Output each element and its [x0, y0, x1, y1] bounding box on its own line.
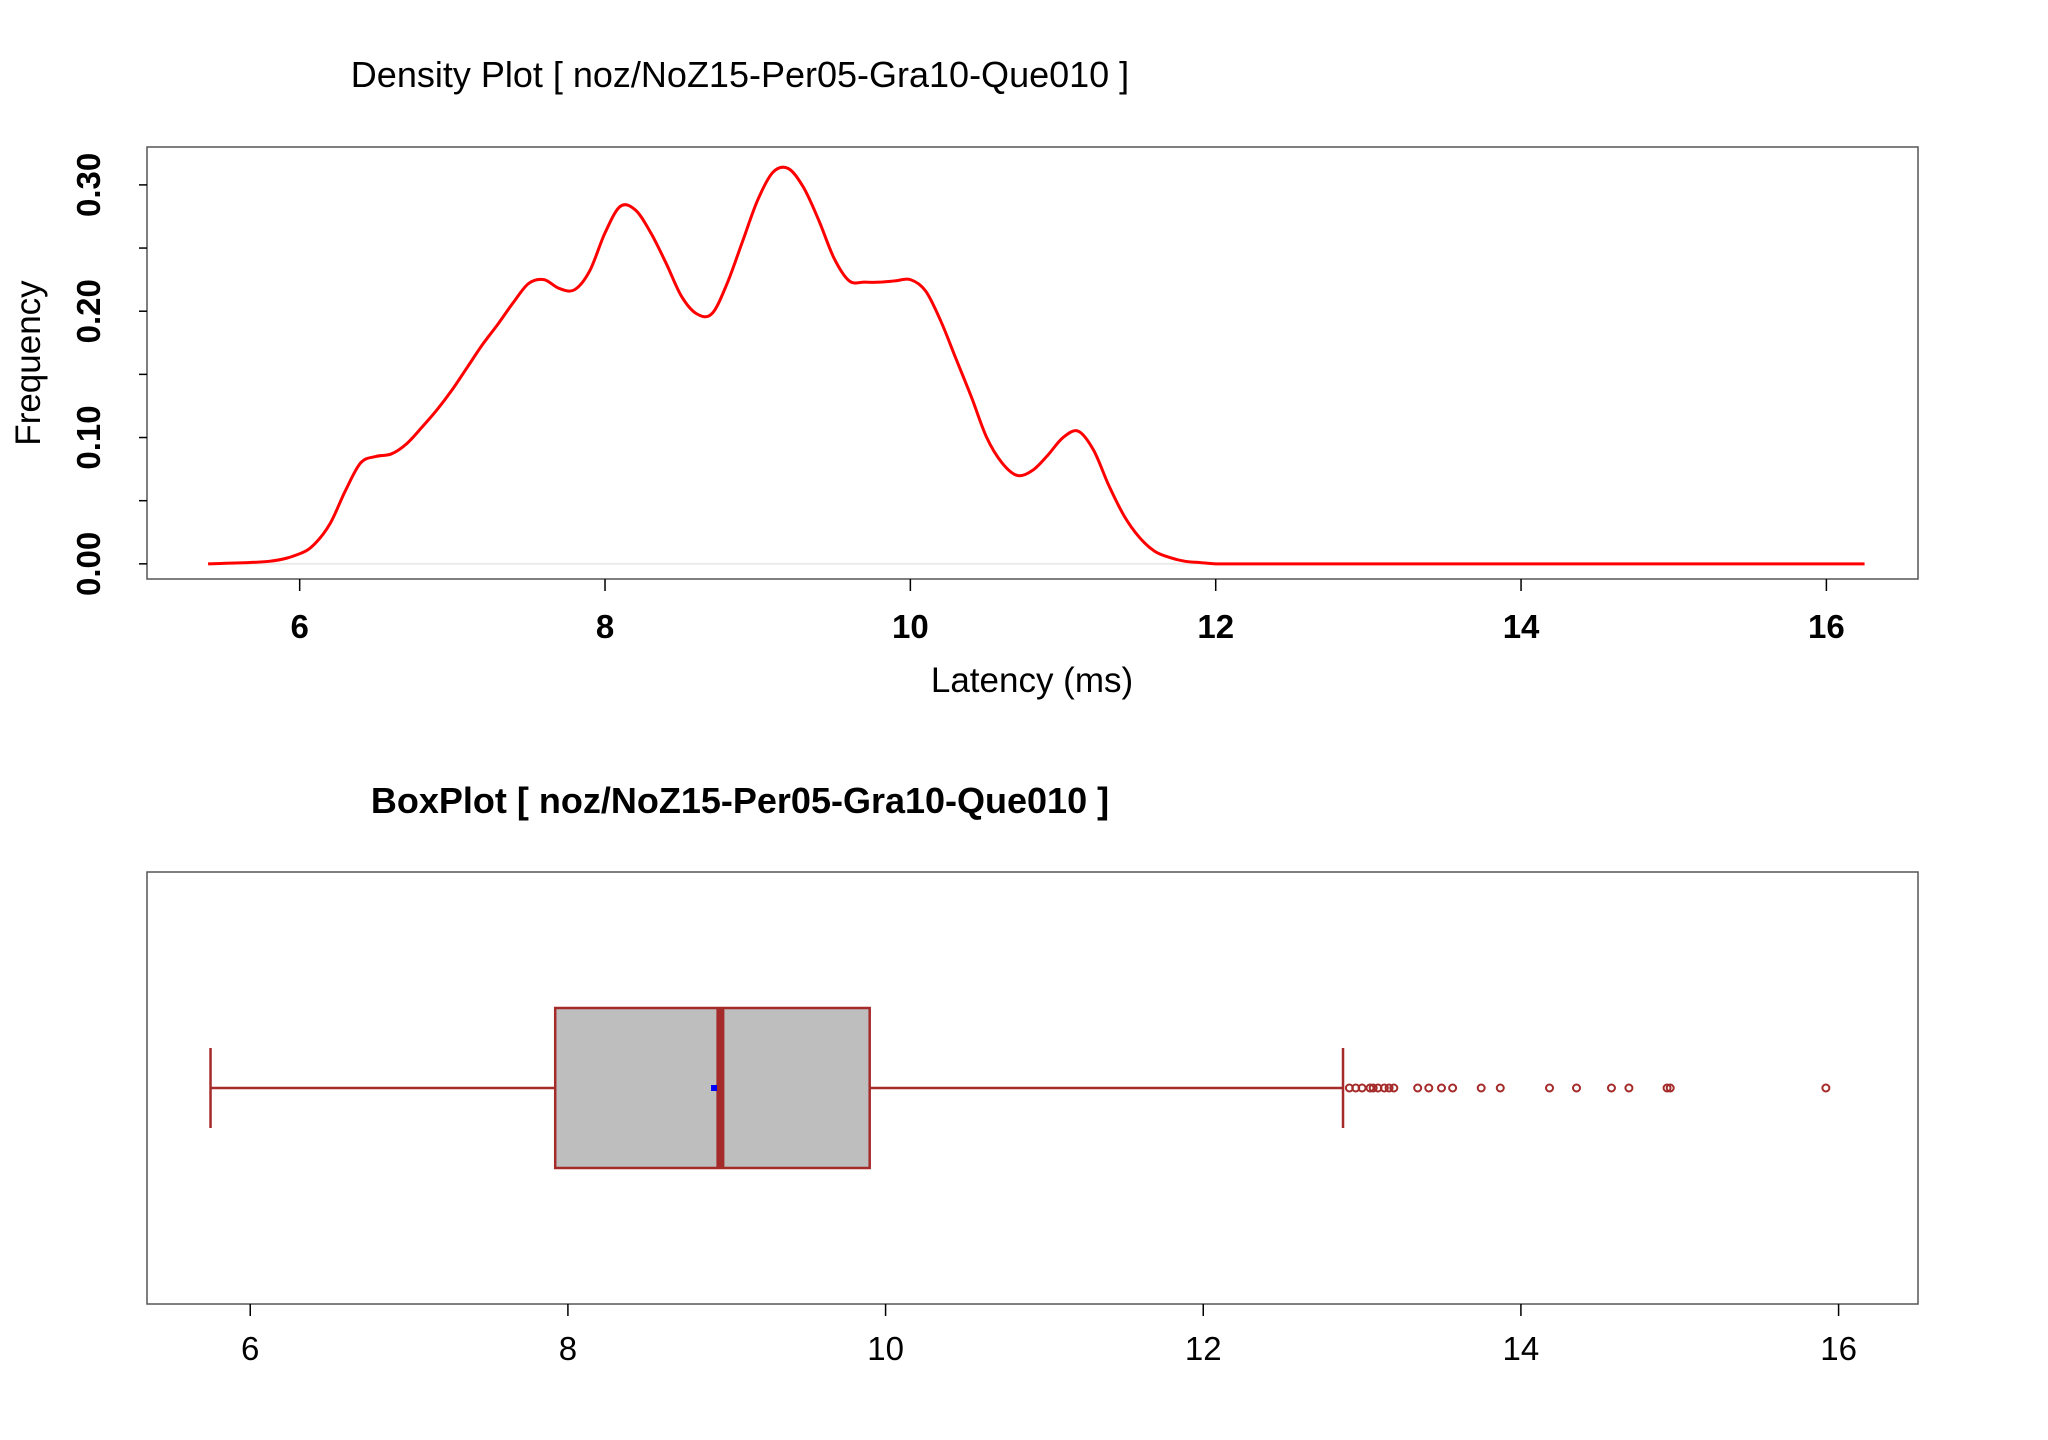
boxplot-x-tick-label: 14: [1503, 1330, 1540, 1367]
boxplot-x-tick-label: 8: [559, 1330, 577, 1367]
boxplot-x-tick-label: 6: [241, 1330, 259, 1367]
density-y-tick-label: 0.30: [70, 153, 107, 217]
density-y-axis: 0.00 0.10 0.20 0.30: [70, 153, 1865, 596]
density-plot: Density Plot [ noz/NoZ15-Per05-Gra10-Que…: [9, 54, 1919, 700]
outlier-point: [1413, 1083, 1423, 1093]
density-x-axis: 6 8 10 12 14 16: [290, 579, 1845, 645]
outlier-point: [1606, 1083, 1616, 1093]
density-x-tick-label: 14: [1503, 608, 1540, 645]
outlier-point: [1448, 1083, 1458, 1093]
density-x-tick-label: 8: [596, 608, 614, 645]
density-x-axis-label: Latency (ms): [931, 661, 1133, 700]
density-curve: [208, 165, 1865, 566]
density-title: Density Plot [ noz/NoZ15-Per05-Gra10-Que…: [351, 54, 1129, 95]
density-x-tick-label: 16: [1808, 608, 1845, 645]
outlier-point: [1624, 1083, 1634, 1093]
boxplot-x-tick-label: 16: [1820, 1330, 1857, 1367]
density-y-tick-label: 0.20: [70, 279, 107, 343]
boxplot-x-axis: 6 8 10 12 14 16: [241, 1304, 1857, 1367]
box-plot: BoxPlot [ noz/NoZ15-Per05-Gra10-Que010 ]…: [146, 780, 1919, 1367]
density-y-tick-label: 0.10: [70, 405, 107, 469]
density-plot-frame: [146, 146, 1919, 580]
boxplot-x-tick-label: 12: [1185, 1330, 1222, 1367]
outlier-point: [1495, 1083, 1505, 1093]
density-x-tick-label: 10: [892, 608, 929, 645]
outlier-point: [1572, 1083, 1582, 1093]
outlier-point: [1436, 1083, 1446, 1093]
outlier-point: [1379, 1083, 1389, 1093]
outlier-point: [1821, 1083, 1831, 1093]
density-x-tick-label: 6: [290, 608, 308, 645]
outlier-point: [1662, 1083, 1672, 1093]
boxplot-title: BoxPlot [ noz/NoZ15-Per05-Gra10-Que010 ]: [371, 780, 1109, 821]
density-y-axis-label: Frequency: [9, 280, 48, 446]
outlier-point: [1384, 1083, 1394, 1093]
mean-marker: [711, 1085, 718, 1091]
boxplot-elements: [209, 1006, 1831, 1170]
outlier-point: [1424, 1083, 1434, 1093]
density-x-tick-label: 12: [1197, 608, 1234, 645]
outlier-point: [1368, 1083, 1378, 1093]
boxplot-x-tick-label: 10: [867, 1330, 904, 1367]
outlier-point: [1389, 1083, 1399, 1093]
boxplot-frame: [146, 871, 1919, 1305]
density-y-tick-label: 0.00: [70, 532, 107, 596]
outlier-point: [1665, 1083, 1675, 1093]
outlier-point: [1476, 1083, 1486, 1093]
outlier-point: [1545, 1083, 1555, 1093]
